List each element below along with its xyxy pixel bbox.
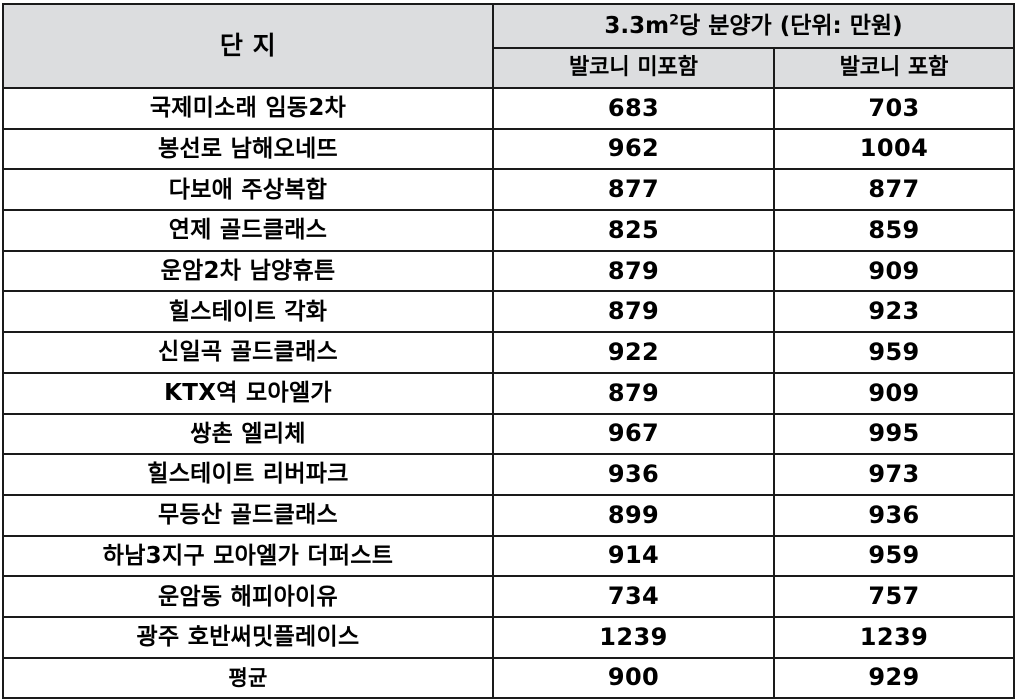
table-row: 운암2차 남양휴튼 879 909 <box>2 249 1016 293</box>
table-row: 다보애 주상복합 877 877 <box>2 168 1016 212</box>
cell-complex-name: 신일곡 골드클래스 <box>2 331 494 374</box>
unit-price-table: 단 지 3.3m2당 분양가 (단위: 만원) 발코니 미포함 발코니 포함 국… <box>2 3 1016 699</box>
unit-price-group-suffix: 당 분양가 (단위: 만원) <box>679 12 903 39</box>
cell-price-balcony-included: 877 <box>772 168 1016 212</box>
cell-price-balcony-excluded: 922 <box>492 331 775 374</box>
cell-price-balcony-excluded: 879 <box>492 371 775 415</box>
header-row-group: 단 지 3.3m2당 분양가 (단위: 만원) <box>2 3 1016 89</box>
table-row: KTX역 모아엘가 879 909 <box>2 371 1016 415</box>
table-row-summary: 평균 900 929 <box>2 656 1016 699</box>
cell-price-balcony-excluded: 1239 <box>492 615 775 659</box>
cell-price-balcony-excluded: 877 <box>492 168 775 212</box>
cell-price-balcony-included: 1004 <box>772 127 1016 171</box>
table-header: 단 지 3.3m2당 분양가 (단위: 만원) 발코니 미포함 발코니 포함 <box>2 3 1016 89</box>
table-sheet: 단 지 3.3m2당 분양가 (단위: 만원) 발코니 미포함 발코니 포함 국… <box>2 3 1016 699</box>
cell-complex-name: 국제미소래 임동2차 <box>2 87 494 130</box>
cell-price-balcony-excluded: 899 <box>492 493 775 537</box>
table-row: 쌍촌 엘리체 967 995 <box>2 412 1016 456</box>
cell-price-balcony-included: 757 <box>772 575 1016 618</box>
column-header-balcony-excluded: 발코니 미포함 <box>492 47 775 89</box>
table-row: 하남3지구 모아엘가 더퍼스트 914 959 <box>2 534 1016 578</box>
cell-price-balcony-excluded: 683 <box>492 87 775 130</box>
cell-price-balcony-included: 909 <box>772 249 1016 293</box>
cell-price-balcony-included: 929 <box>772 656 1016 699</box>
cell-price-balcony-excluded: 825 <box>492 209 775 252</box>
cell-price-balcony-included: 959 <box>772 534 1016 578</box>
cell-price-balcony-excluded: 914 <box>492 534 775 578</box>
table-row: 무등산 골드클래스 899 936 <box>2 493 1016 537</box>
cell-complex-name: 힐스테이트 리버파크 <box>2 453 494 496</box>
table-row: 국제미소래 임동2차 683 703 <box>2 87 1016 130</box>
column-header-balcony-included: 발코니 포함 <box>772 47 1016 89</box>
cell-complex-name: 하남3지구 모아엘가 더퍼스트 <box>2 534 494 578</box>
cell-price-balcony-included: 959 <box>772 331 1016 374</box>
unit-price-group-unit-superscript: 2 <box>669 12 680 29</box>
cell-price-balcony-included: 909 <box>772 371 1016 415</box>
cell-complex-name: 운암2차 남양휴튼 <box>2 249 494 293</box>
table-row: 힐스테이트 리버파크 936 973 <box>2 453 1016 496</box>
cell-price-balcony-excluded: 936 <box>492 453 775 496</box>
unit-price-group-unit: m <box>645 12 670 39</box>
table-row: 힐스테이트 각화 879 923 <box>2 290 1016 334</box>
cell-price-balcony-included: 923 <box>772 290 1016 334</box>
unit-price-group-prefix: 3.3 <box>604 12 646 39</box>
column-header-complex: 단 지 <box>2 3 494 89</box>
cell-complex-name: 다보애 주상복합 <box>2 168 494 212</box>
table-row: 운암동 해피아이유 734 757 <box>2 575 1016 618</box>
table-row: 광주 호반써밋플레이스 1239 1239 <box>2 615 1016 659</box>
cell-complex-name: 연제 골드클래스 <box>2 209 494 252</box>
cell-price-balcony-included: 936 <box>772 493 1016 537</box>
cell-price-balcony-excluded: 900 <box>492 656 775 699</box>
cell-complex-name: 봉선로 남해오네뜨 <box>2 127 494 171</box>
cell-complex-name: 힐스테이트 각화 <box>2 290 494 334</box>
cell-price-balcony-included: 973 <box>772 453 1016 496</box>
header-row-sub: 발코니 미포함 발코니 포함 <box>3 47 1016 89</box>
cell-price-balcony-included: 859 <box>772 209 1016 252</box>
cell-complex-name: 평균 <box>2 656 494 699</box>
cell-complex-name: KTX역 모아엘가 <box>2 371 494 415</box>
cell-price-balcony-excluded: 879 <box>492 290 775 334</box>
cell-price-balcony-excluded: 967 <box>492 412 775 456</box>
cell-complex-name: 쌍촌 엘리체 <box>2 412 494 456</box>
table-row: 봉선로 남해오네뜨 962 1004 <box>2 127 1016 171</box>
table-body: 국제미소래 임동2차 683 703 봉선로 남해오네뜨 962 1004 다보애 주상복합… <box>2 87 1016 699</box>
cell-price-balcony-excluded: 879 <box>492 249 775 293</box>
cell-complex-name: 운암동 해피아이유 <box>2 575 494 618</box>
cell-price-balcony-excluded: 962 <box>492 127 775 171</box>
table-row: 신일곡 골드클래스 922 959 <box>2 331 1016 374</box>
cell-price-balcony-included: 1239 <box>772 615 1016 659</box>
table-row: 연제 골드클래스 825 859 <box>2 209 1016 252</box>
cell-price-balcony-included: 995 <box>772 412 1016 456</box>
cell-complex-name: 무등산 골드클래스 <box>2 493 494 537</box>
column-header-unit-price-group: 3.3m2당 분양가 (단위: 만원) <box>491 3 1016 49</box>
cell-price-balcony-included: 703 <box>772 87 1016 130</box>
cell-price-balcony-excluded: 734 <box>492 575 775 618</box>
cell-complex-name: 광주 호반써밋플레이스 <box>2 615 494 659</box>
